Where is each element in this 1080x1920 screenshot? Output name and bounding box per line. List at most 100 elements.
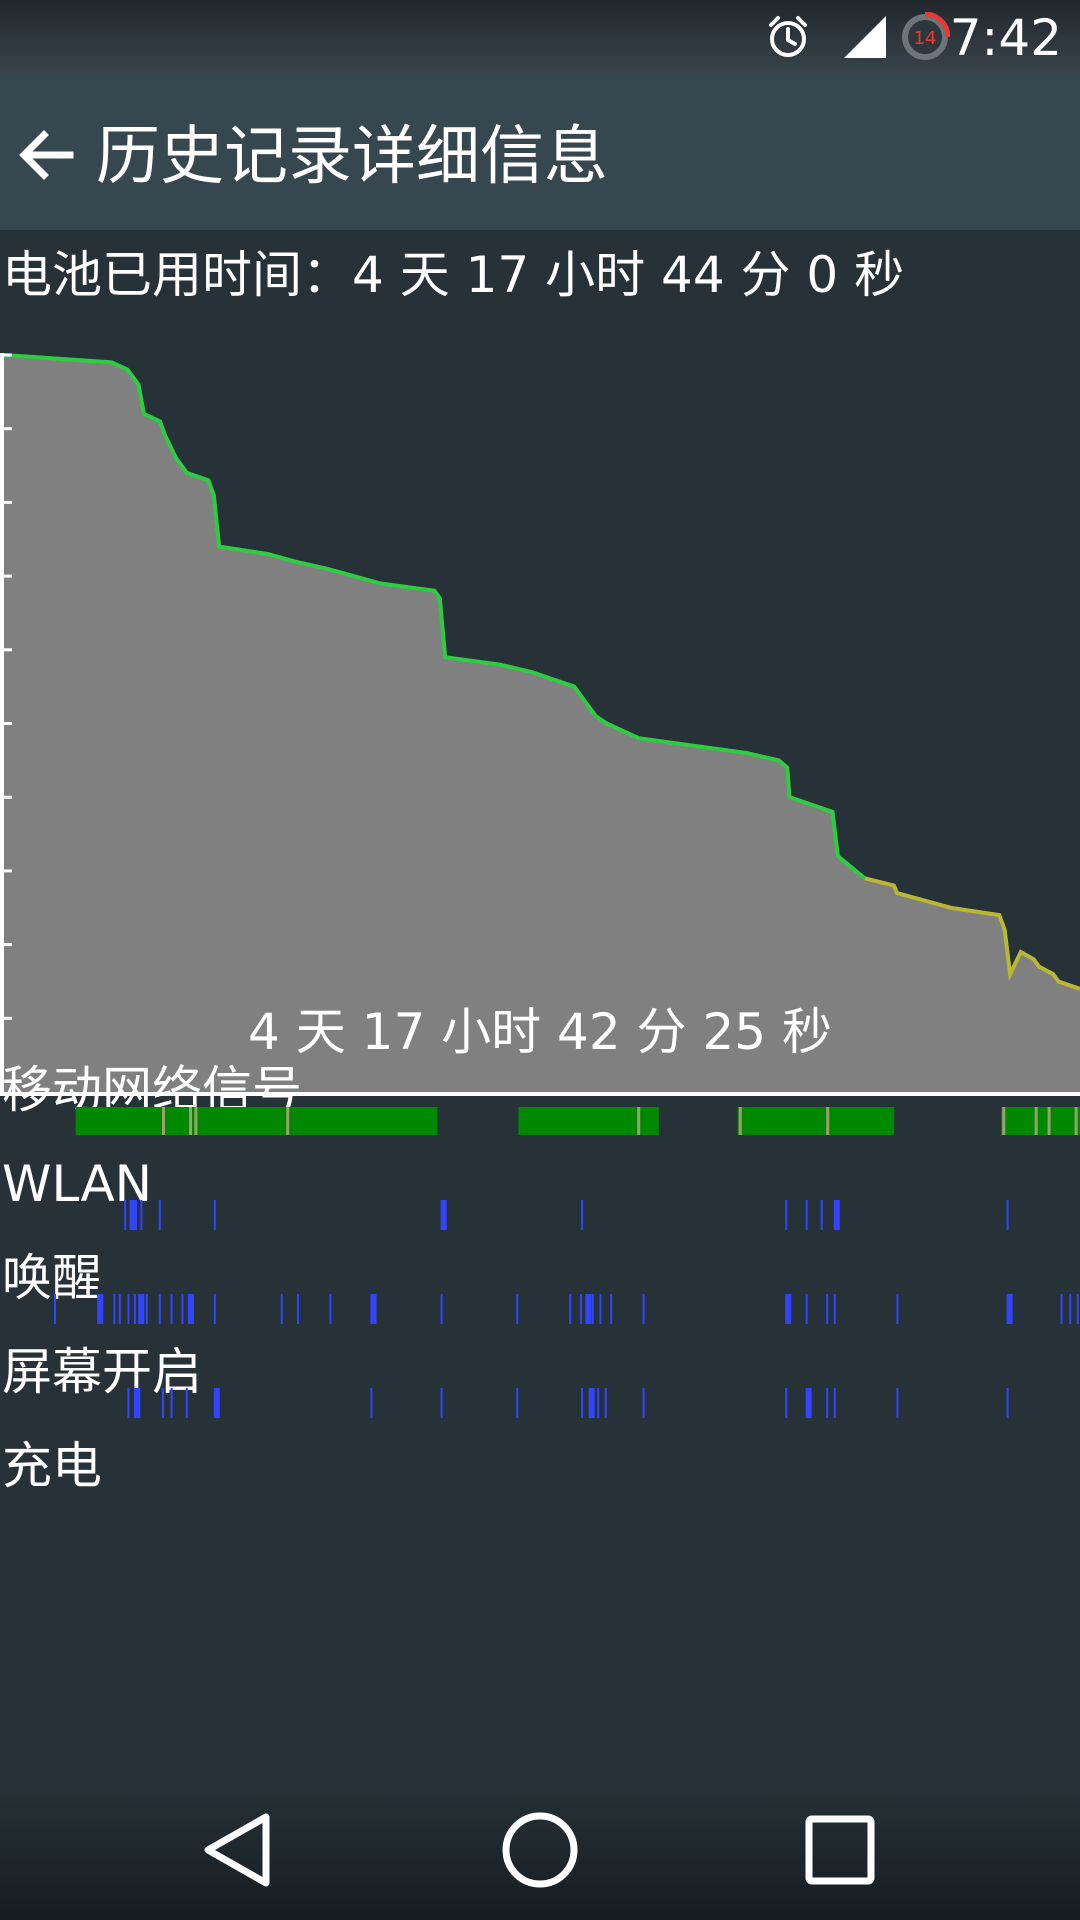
event-tick [140, 1200, 143, 1230]
cell-signal-icon [844, 16, 886, 58]
home-circle-icon[interactable] [495, 1805, 585, 1895]
event-tick [370, 1388, 373, 1418]
event-tick [604, 1388, 607, 1418]
battery-level-line-low [864, 876, 1080, 991]
history-details: 电池已用时间：4 天 17 小时 44 分 0 秒 4 天 17 小时 42 分… [0, 230, 1080, 1780]
signal-marker [1047, 1107, 1051, 1135]
event-tick [135, 1200, 137, 1230]
signal-marker [1034, 1107, 1038, 1135]
event-tick [162, 1388, 164, 1418]
signal-marker [1074, 1107, 1078, 1135]
event-tick [785, 1200, 788, 1230]
event-tick [1076, 1294, 1079, 1324]
event-tick [610, 1294, 613, 1324]
event-tick [138, 1388, 141, 1418]
event-tick [599, 1294, 602, 1324]
status-time: 7:42 [949, 9, 1062, 67]
track-bar [127, 1388, 1009, 1418]
track-label: 屏幕开启 [2, 1343, 202, 1401]
event-tick [213, 1294, 216, 1324]
event-tick [585, 1294, 592, 1324]
event-tick [187, 1294, 194, 1324]
event-tick [170, 1294, 173, 1324]
event-tick [133, 1388, 140, 1418]
event-tick [569, 1294, 572, 1324]
event-tick [581, 1200, 584, 1230]
signal-segment [75, 1107, 438, 1135]
event-tick [1006, 1200, 1009, 1230]
track-label: 唤醒 [2, 1249, 102, 1307]
event-tick [158, 1200, 161, 1230]
page-title: 历史记录详细信息 [96, 120, 608, 194]
event-tick [805, 1294, 808, 1324]
chart-end-time-label: 4 天 17 小时 42 分 25 秒 [248, 1003, 832, 1061]
notification-count-icon: 14 [902, 12, 950, 60]
signal-marker [286, 1107, 290, 1135]
event-tick [329, 1294, 332, 1324]
battery-history-chart [0, 353, 1080, 1096]
event-tick [833, 1200, 840, 1230]
event-tick [145, 1294, 148, 1324]
signal-marker [826, 1107, 830, 1135]
event-tick [181, 1294, 184, 1324]
event-tick [588, 1388, 595, 1418]
signal-marker [162, 1107, 165, 1135]
notification-count: 14 [914, 28, 937, 49]
event-tick [124, 1200, 127, 1230]
signal-marker [738, 1107, 742, 1135]
signal-marker [194, 1107, 198, 1135]
signal-segment [737, 1107, 895, 1135]
event-tick [127, 1294, 130, 1324]
event-tick [820, 1200, 823, 1230]
event-tick [213, 1200, 216, 1230]
event-tick [280, 1294, 283, 1324]
recents-square-icon[interactable] [795, 1805, 885, 1895]
event-tick [805, 1200, 808, 1230]
back-triangle-icon[interactable] [192, 1805, 282, 1895]
event-tick [833, 1388, 836, 1418]
event-tick [833, 1294, 836, 1324]
event-tick [896, 1388, 899, 1418]
event-tick [129, 1200, 136, 1230]
back-arrow-icon[interactable] [10, 115, 90, 195]
alarm-icon [769, 16, 807, 57]
event-tick [785, 1294, 792, 1324]
event-tick [785, 1388, 788, 1418]
event-tick [54, 1294, 56, 1324]
event-tick [1060, 1294, 1063, 1324]
event-tick [1069, 1294, 1072, 1324]
event-tick [170, 1388, 173, 1418]
event-tick [370, 1294, 377, 1324]
event-tick [805, 1388, 812, 1418]
event-tick [516, 1388, 519, 1418]
navigation-bar [0, 1780, 1080, 1920]
event-tick [127, 1388, 130, 1418]
track-bar [0, 1480, 1080, 1514]
event-tick [642, 1294, 645, 1324]
track-label: 充电 [2, 1437, 102, 1495]
event-tick [896, 1294, 899, 1324]
event-tick [113, 1294, 116, 1324]
signal-segment [1001, 1107, 1080, 1135]
track-bar [54, 1294, 1079, 1324]
event-tick [516, 1294, 519, 1324]
event-tick [118, 1294, 121, 1324]
event-tick [97, 1294, 104, 1324]
event-tick [826, 1388, 829, 1418]
battery-level-line-good [3, 353, 867, 880]
app-bar: 历史记录详细信息 [0, 75, 1080, 230]
event-tick [185, 1388, 188, 1418]
signal-marker [189, 1107, 192, 1135]
signal-marker [1002, 1107, 1006, 1135]
event-tick [642, 1388, 645, 1418]
status-bar: 14 7:42 [0, 0, 1080, 75]
event-tick [826, 1294, 829, 1324]
signal-segment [518, 1107, 659, 1135]
event-tick [440, 1388, 443, 1418]
event-tick [133, 1294, 136, 1324]
event-tick [579, 1294, 582, 1324]
event-tick [297, 1294, 299, 1324]
event-tick [158, 1294, 161, 1324]
event-tick [138, 1294, 145, 1324]
event-tick [1006, 1388, 1009, 1418]
